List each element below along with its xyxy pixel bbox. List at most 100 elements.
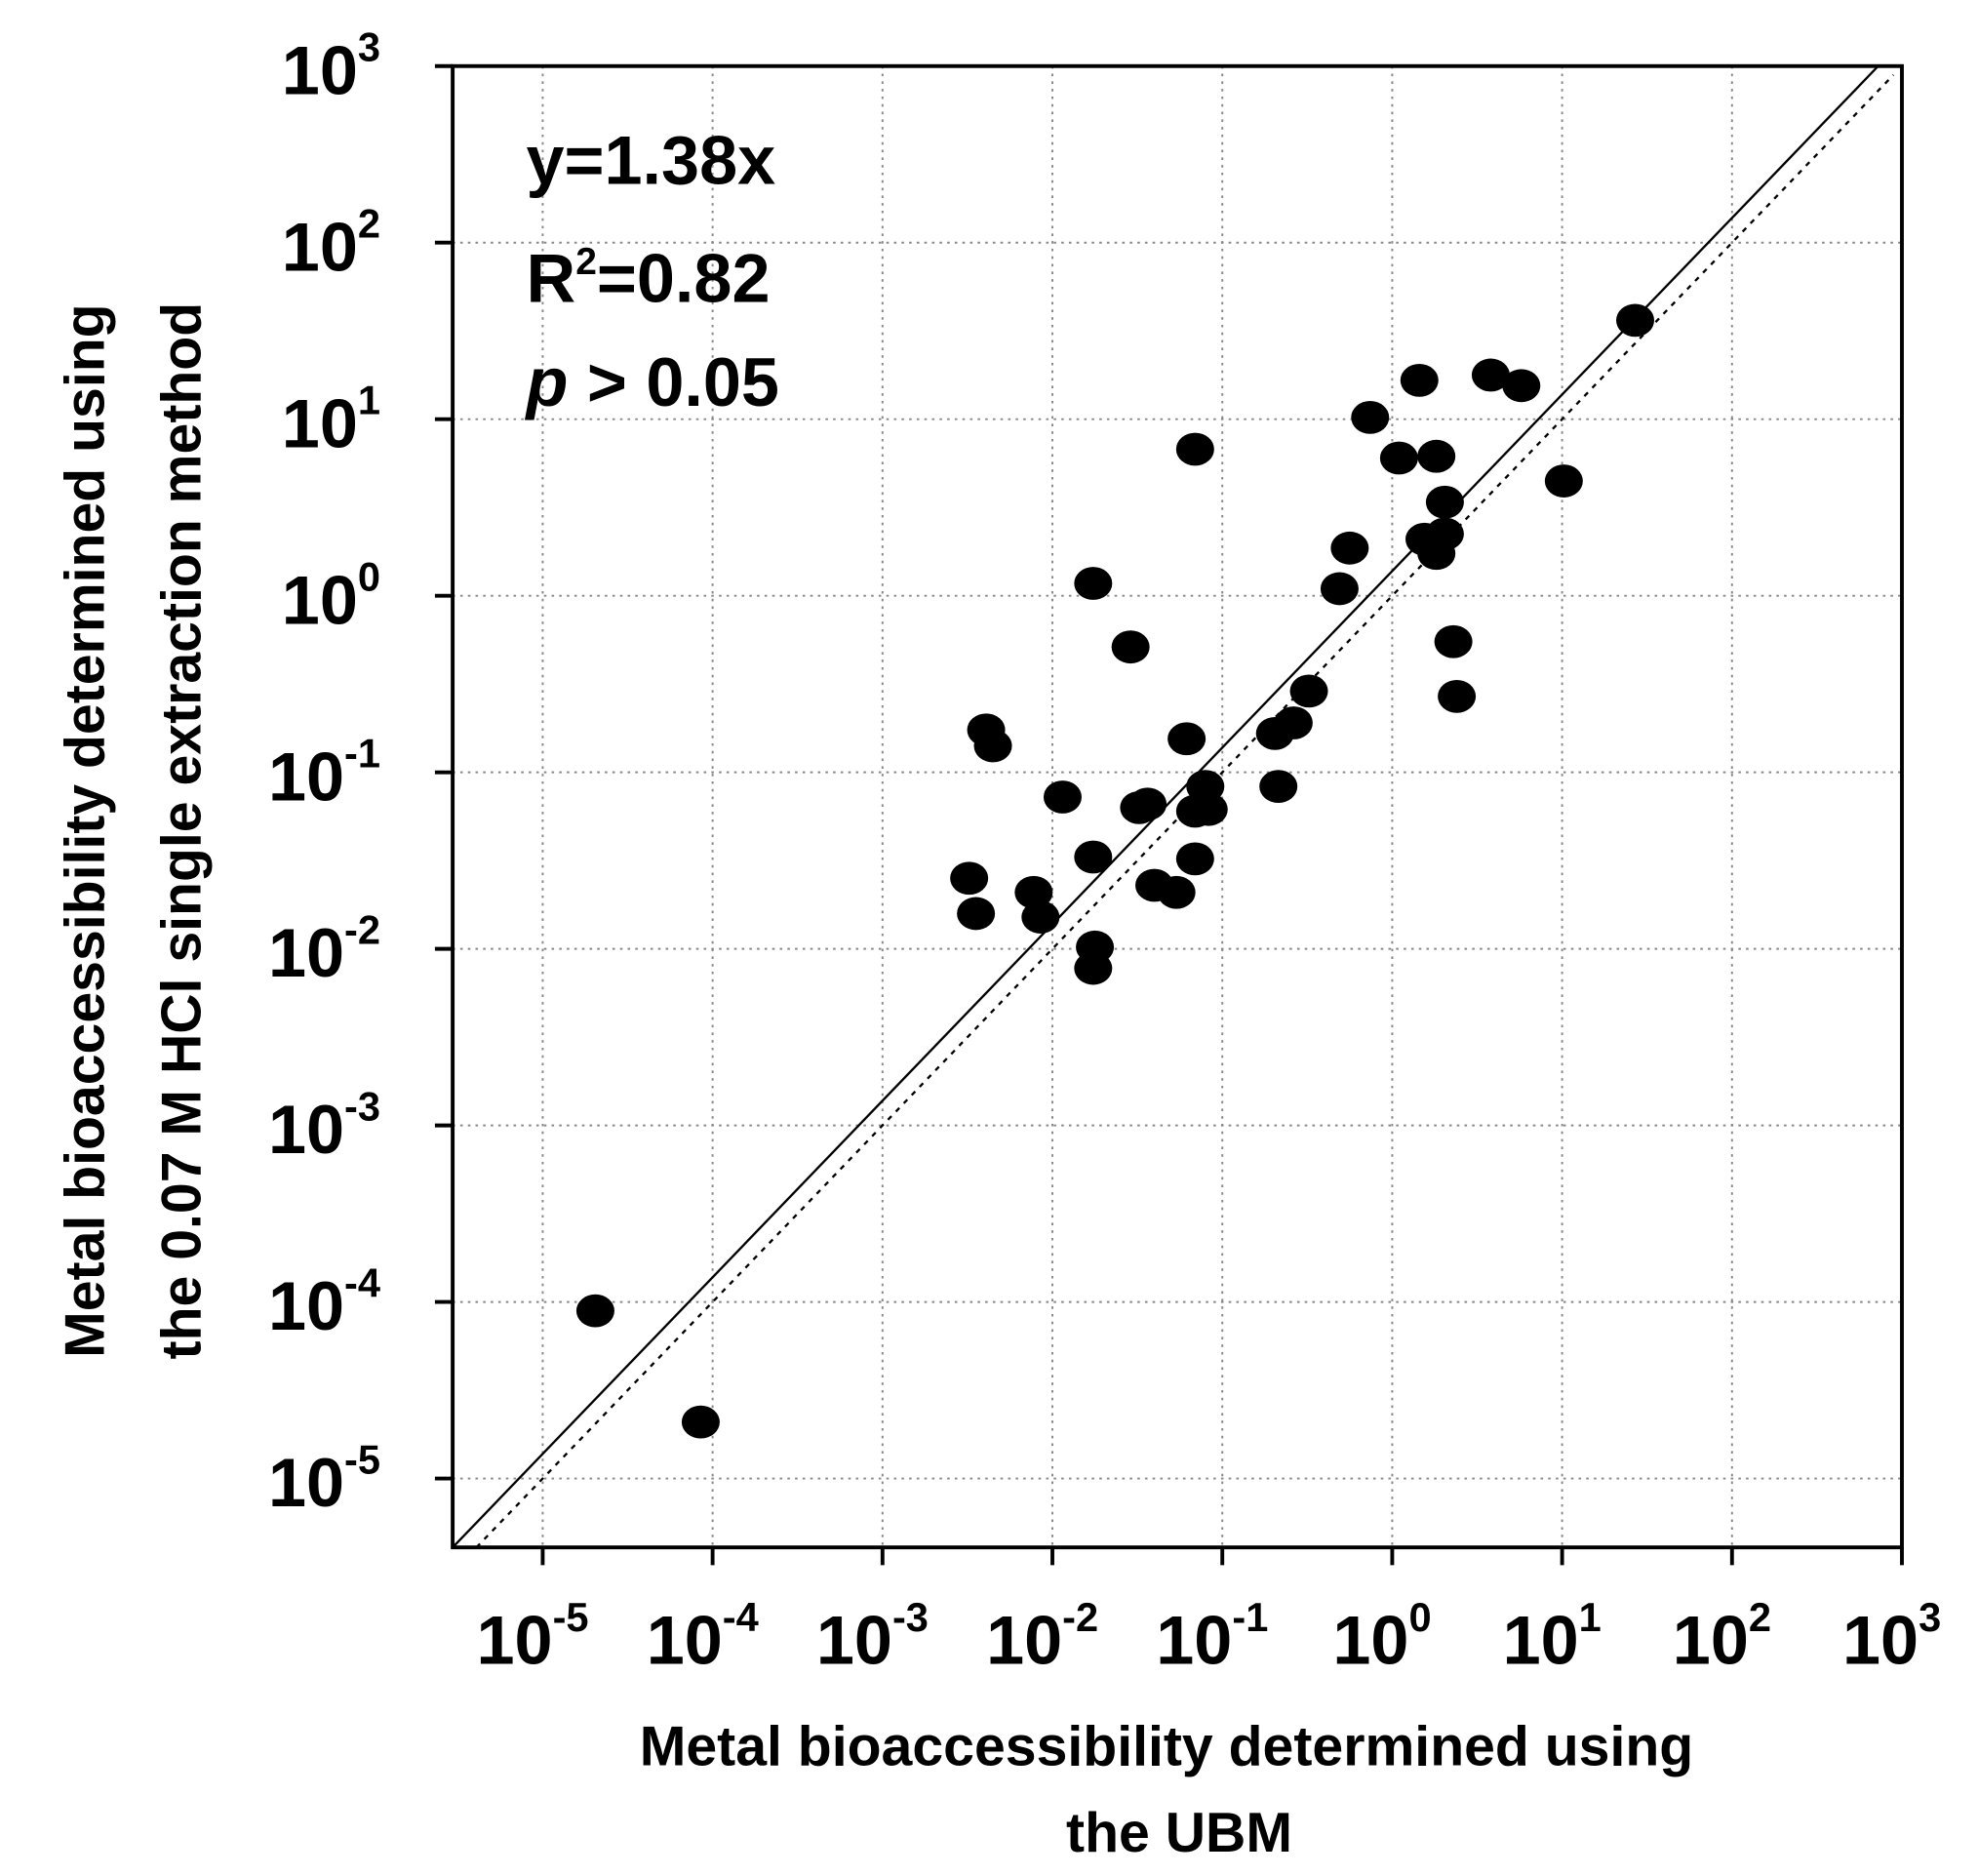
data-point: [1021, 900, 1060, 934]
y-tick-label: 10-4: [268, 1259, 380, 1344]
data-point: [1189, 792, 1228, 826]
y-axis-label-line2: the 0.07 M HCl single extraction method: [150, 302, 213, 1360]
y-tick-label: 103: [282, 24, 380, 109]
x-tick-base: 10: [1842, 1602, 1919, 1679]
y-tick-exponent: -4: [344, 1259, 380, 1305]
x-tick-label: 10-2: [986, 1594, 1098, 1679]
x-tick-exponent: 1: [1579, 1594, 1602, 1640]
data-point: [1175, 842, 1214, 876]
x-tick-base: 10: [1673, 1602, 1749, 1679]
data-point: [1502, 369, 1541, 403]
data-point: [1043, 780, 1082, 814]
x-tick-base: 10: [1503, 1602, 1579, 1679]
x-tick-label: 10-3: [816, 1594, 929, 1679]
y-tick-exponent: 2: [358, 201, 380, 247]
y-tick-label: 102: [282, 201, 380, 286]
y-tick-exponent: -2: [344, 906, 380, 952]
data-point: [1379, 441, 1418, 475]
data-point: [1157, 875, 1196, 909]
y-tick-base: 10: [268, 1091, 344, 1168]
data-point: [1111, 630, 1150, 664]
x-axis-label-line1: Metal bioaccessibility determined using: [640, 1716, 1694, 1778]
x-tick-label: 101: [1503, 1594, 1602, 1679]
x-tick-base: 10: [1332, 1602, 1408, 1679]
x-tick-exponent: -1: [1232, 1594, 1268, 1640]
x-tick-exponent: -4: [723, 1594, 759, 1640]
y-tick-exponent: -1: [344, 730, 380, 776]
y-tick-exponent: 1: [358, 378, 380, 423]
data-point: [1175, 432, 1214, 466]
y-axis-label-line1: Metal bioaccessibility determined using: [55, 303, 117, 1358]
data-point: [1128, 787, 1167, 821]
ticks: 10-5 10-4 10-3 10-2 10-1 100 101 102 10310-510-4…: [268, 24, 1941, 1679]
data-point: [1074, 567, 1113, 600]
x-tick-label: 10-4: [647, 1594, 759, 1679]
x-tick-label: 10-5: [476, 1594, 588, 1679]
data-point: [1074, 951, 1113, 985]
data-point: [950, 861, 989, 896]
r2-label: R2=0.82: [527, 240, 771, 317]
data-point: [1320, 572, 1359, 606]
data-point: [1438, 679, 1477, 713]
data-point: [1544, 464, 1583, 498]
y-tick-base: 10: [268, 1267, 344, 1344]
data-point: [1014, 875, 1053, 909]
x-tick-exponent: 2: [1749, 1594, 1771, 1640]
y-tick-base: 10: [282, 208, 358, 285]
data-point: [1330, 531, 1369, 565]
data-point: [1259, 770, 1298, 804]
data-point: [1274, 706, 1313, 739]
data-point: [575, 1294, 614, 1328]
data-point: [1425, 485, 1464, 519]
y-tick-label: 101: [282, 378, 380, 462]
x-tick-exponent: 3: [1919, 1594, 1941, 1640]
y-tick-label: 10-3: [268, 1083, 380, 1168]
data-point: [1167, 722, 1207, 756]
data-point: [1434, 624, 1473, 659]
x-axis-label: Metal bioaccessibility determined using …: [640, 1716, 1694, 1864]
x-tick-label: 103: [1842, 1594, 1941, 1679]
y-tick-label: 10-2: [268, 906, 380, 991]
y-tick-label: 10-1: [268, 730, 380, 815]
y-tick-base: 10: [268, 1444, 344, 1521]
y-axis-label: Metal bioaccessibility determined using …: [55, 302, 214, 1360]
x-tick-label: 10-1: [1156, 1594, 1268, 1679]
data-point: [1471, 358, 1510, 392]
x-tick-label: 102: [1673, 1594, 1771, 1679]
data-point: [1074, 840, 1113, 874]
x-tick-base: 10: [647, 1602, 723, 1679]
y-tick-exponent: 0: [358, 553, 380, 599]
x-tick-label: 100: [1332, 1594, 1431, 1679]
x-tick-base: 10: [1156, 1602, 1232, 1679]
data-point: [1351, 400, 1390, 434]
data-point: [973, 729, 1012, 763]
x-axis-label-line2: the UBM: [1066, 1802, 1292, 1864]
data-point: [1417, 439, 1456, 473]
plot-frame: [451, 63, 1904, 1550]
x-tick-exponent: -3: [892, 1594, 929, 1640]
x-tick-exponent: 0: [1408, 1594, 1431, 1640]
y-tick-base: 10: [282, 31, 358, 108]
annotations: y=1.38x R2=0.82 p > 0.05: [525, 122, 779, 420]
y-tick-exponent: -5: [344, 1436, 380, 1482]
p-value-label: p > 0.05: [525, 343, 779, 420]
y-tick-exponent: 3: [358, 24, 380, 70]
data-point: [1400, 363, 1439, 397]
y-tick-base: 10: [268, 914, 344, 991]
data-point: [1616, 303, 1655, 338]
x-tick-exponent: -5: [553, 1594, 589, 1640]
data-point: [957, 897, 996, 931]
data-points: [575, 303, 1655, 1439]
x-tick-exponent: -2: [1062, 1594, 1098, 1640]
y-tick-label: 100: [282, 553, 380, 638]
equation-label: y=1.38x: [527, 122, 776, 199]
one-to-one-line: [475, 73, 1895, 1548]
y-tick-base: 10: [282, 384, 358, 461]
y-tick-label: 10-5: [268, 1436, 380, 1521]
data-point: [1289, 674, 1328, 708]
y-tick-base: 10: [268, 738, 344, 815]
y-tick-exponent: -3: [344, 1083, 380, 1129]
x-tick-base: 10: [986, 1602, 1062, 1679]
data-point: [681, 1405, 720, 1439]
